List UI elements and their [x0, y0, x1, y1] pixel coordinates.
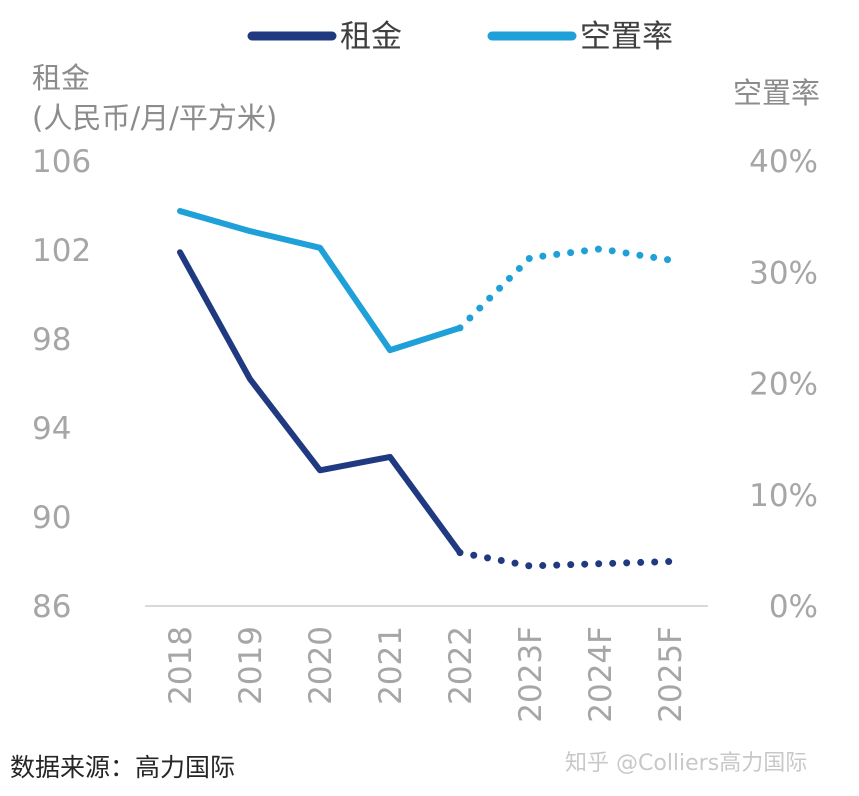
x-tick-label: 2021	[373, 626, 409, 705]
left-tick-label: 106	[32, 144, 91, 180]
legend-label-vacancy: 空置率	[580, 19, 673, 55]
left-tick-label: 94	[32, 411, 71, 447]
watermark: 知乎 @Colliers高力国际	[565, 751, 807, 776]
x-tick-label: 2025F	[653, 626, 689, 723]
x-tick-label: 2018	[163, 626, 199, 705]
left-axis-title-line1: 租金	[32, 61, 90, 95]
x-tick-label: 2022	[443, 626, 479, 705]
left-tick-label: 102	[32, 233, 91, 269]
x-tick-labels: 2018 2019 2020 2021 2022 2023F 2024F 2025F	[163, 626, 689, 723]
left-tick-labels: 106 102 98 94 90 86	[32, 144, 91, 625]
x-tick-label: 2020	[303, 626, 339, 705]
right-tick-label: 40%	[749, 144, 818, 180]
right-axis-title: 空置率	[733, 76, 820, 110]
right-tick-label: 0%	[769, 589, 818, 625]
left-tick-label: 98	[32, 322, 71, 358]
right-tick-labels: 40% 30% 20% 10% 0%	[749, 144, 818, 625]
right-tick-label: 30%	[749, 255, 818, 291]
left-tick-label: 86	[32, 589, 71, 625]
x-tick-label: 2023F	[513, 626, 549, 723]
series-1-line-forecast	[456, 245, 674, 332]
series-0-line-actual	[177, 249, 463, 556]
right-tick-label: 10%	[749, 478, 818, 514]
series-layer	[177, 208, 674, 570]
series-1-line-actual	[177, 208, 463, 354]
series-0-line-forecast	[456, 549, 674, 570]
x-tick-label: 2019	[233, 626, 269, 705]
legend: 租金 空置率	[247, 19, 673, 55]
x-tick-label: 2024F	[583, 626, 619, 723]
right-tick-label: 20%	[749, 367, 818, 403]
left-axis-title-line2: (人民币/月/平方米)	[32, 101, 277, 135]
legend-label-rent: 租金	[340, 19, 402, 55]
left-tick-label: 90	[32, 500, 71, 536]
source-note: 数据来源：高力国际	[10, 753, 235, 782]
